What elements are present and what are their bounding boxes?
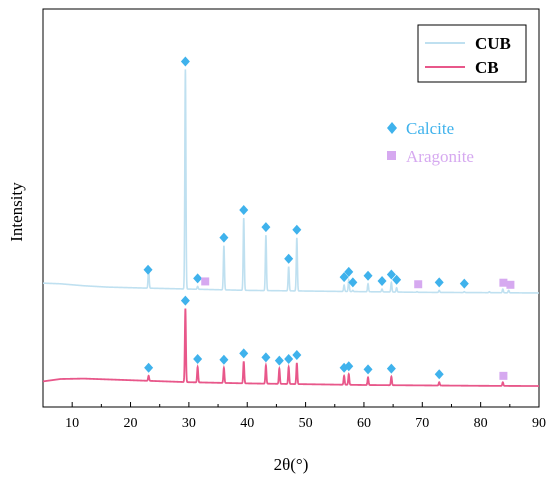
x-tick-label: 80 [474,416,488,431]
calcite-marker [261,352,271,363]
x-tick-label: 50 [299,416,313,431]
x-tick-label: 20 [124,416,138,431]
calcite-marker [239,348,249,359]
aragonite-marker [506,280,515,289]
calcite-marker [261,222,271,233]
calcite-marker [180,56,190,67]
y-axis-label: Intensity [7,182,26,242]
aragonite-marker [201,277,210,286]
aragonite-marker [499,371,508,380]
calcite-marker [434,277,444,288]
aragonite-marker [499,278,508,287]
calcite-marker [386,363,396,374]
calcite-marker [143,264,153,275]
aragonite-legend-label: Aragonite [406,147,474,166]
calcite-marker [344,361,354,372]
aragonite-legend-square [387,151,396,160]
calcite-marker [386,269,396,280]
calcite-marker [284,354,294,364]
plot-frame [42,8,540,408]
x-tick-label: 60 [357,416,371,431]
x-tick-label: 90 [532,416,546,431]
calcite-marker [377,276,387,287]
x-tick-label: 70 [415,416,429,431]
calcite-marker [363,270,373,281]
aragonite-marker [414,280,423,289]
marker-layer [143,56,515,380]
calcite-marker [193,354,203,364]
calcite-marker [180,295,190,306]
x-tick-label: 30 [182,416,196,431]
calcite-marker [292,224,302,235]
calcite-marker [144,362,154,373]
calcite-marker [392,274,402,285]
legend-label-cub: CUB [475,34,511,53]
x-tick-label: 10 [65,416,79,431]
calcite-marker [459,278,469,289]
calcite-marker [339,272,349,283]
series-line-cub [43,69,539,294]
calcite-marker [239,205,249,216]
legend-box: CUB CB [417,24,527,83]
series-line-cb [42,308,539,387]
series-layer [42,69,539,387]
x-axis: 10 20 30 40 50 60 70 80 90 [42,402,546,431]
x-tick-label: 40 [240,416,254,431]
calcite-legend-diamond [387,122,397,134]
x-axis-label: 2θ(°) [274,455,309,474]
calcite-marker [434,369,444,380]
calcite-marker [219,354,229,365]
calcite-marker [344,266,354,277]
calcite-marker [193,273,203,284]
marker-legend: Calcite Aragonite [387,119,474,166]
calcite-marker [292,350,302,360]
calcite-legend-label: Calcite [406,119,454,138]
calcite-marker [348,277,358,288]
calcite-marker [274,355,284,366]
calcite-marker [284,253,294,264]
calcite-marker [219,232,229,243]
calcite-marker [363,364,373,375]
legend-label-cb: CB [475,58,499,77]
